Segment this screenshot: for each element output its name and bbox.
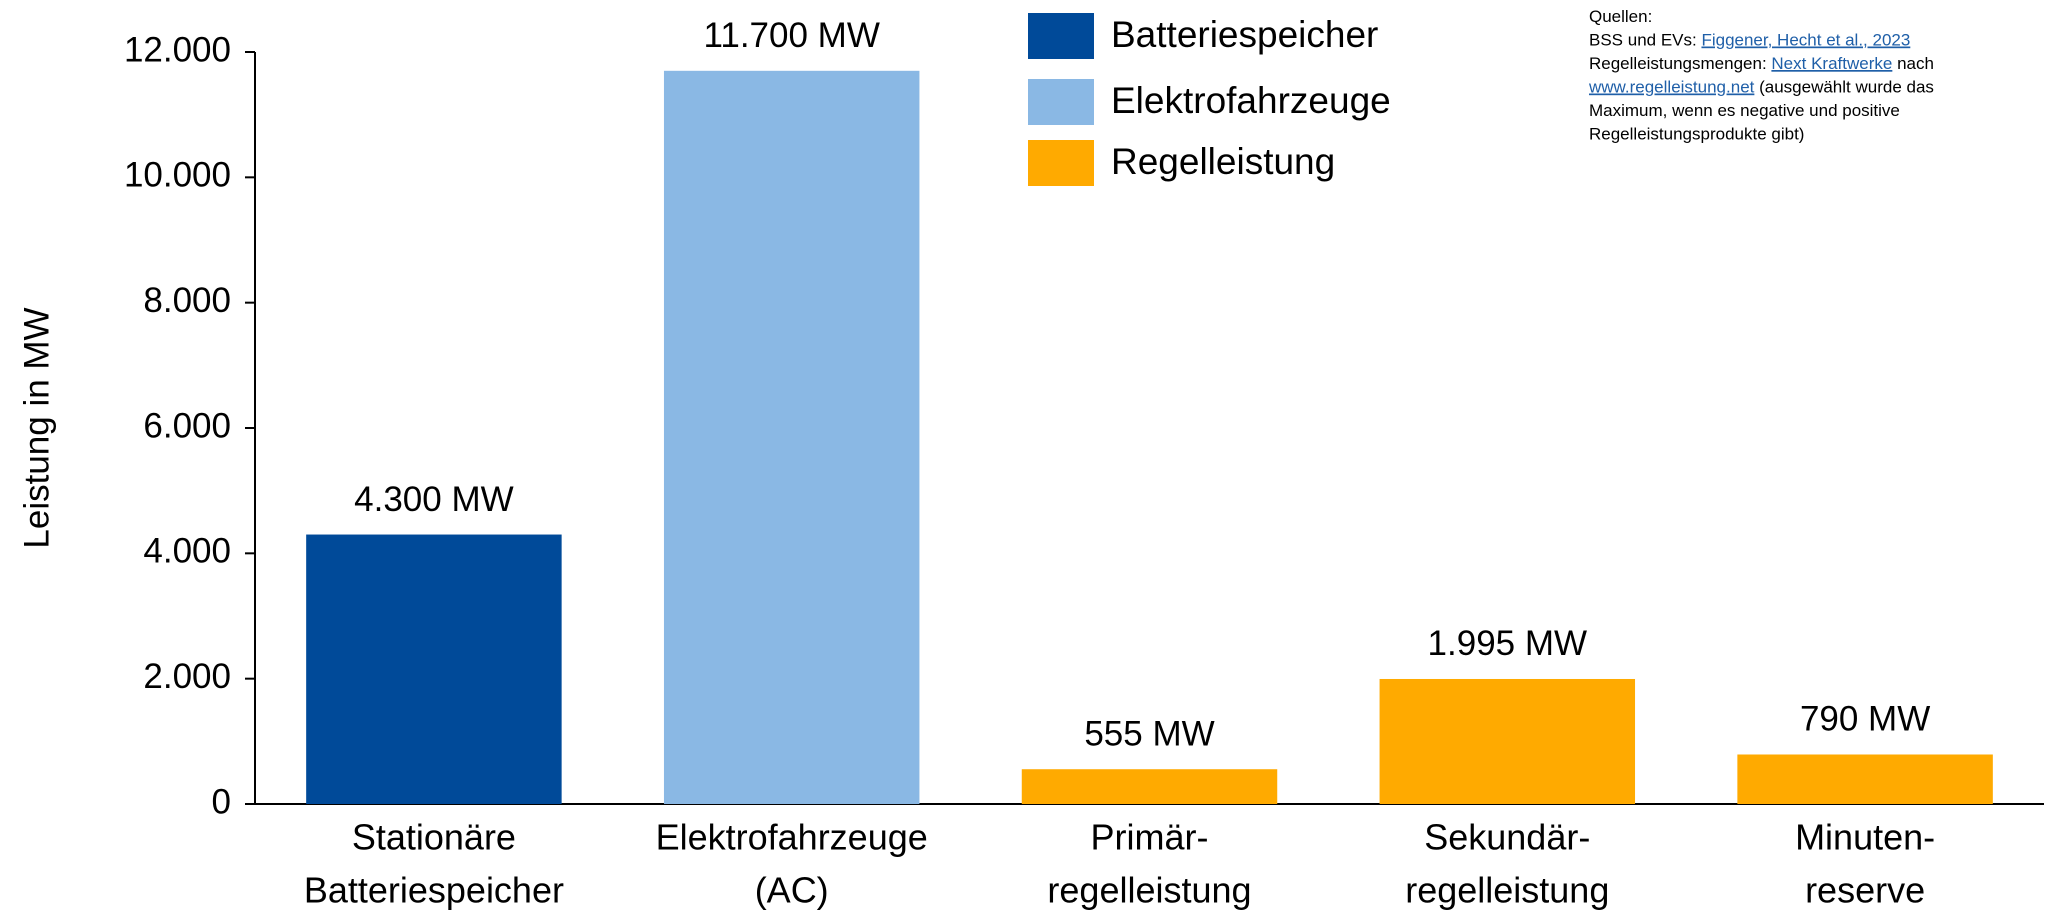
y-tick-label: 2.000 (143, 657, 231, 696)
source-line: Quellen: (1589, 7, 1652, 26)
bar (663, 70, 920, 805)
bar (1021, 769, 1278, 804)
legend-label: Elektrofahrzeuge (1111, 80, 1391, 121)
bar (1379, 678, 1636, 804)
x-tick-label: Batteriespeicher (304, 870, 564, 911)
x-tick-label: reserve (1805, 870, 1925, 911)
y-tick-label: 0 (212, 782, 231, 821)
source-link[interactable]: www.regelleistung.net (1588, 78, 1755, 97)
source-line: BSS und EVs: Figgener, Hecht et al., 202… (1589, 31, 1910, 50)
value-label: 11.700 MW (704, 16, 880, 55)
source-line: Regelleistungsmengen: Next Kraftwerke na… (1589, 54, 1934, 73)
value-label: 790 MW (1800, 700, 1930, 739)
source-text: BSS und EVs: (1589, 31, 1701, 50)
value-label: 1.995 MW (1428, 624, 1588, 663)
y-tick-label: 4.000 (143, 532, 231, 571)
source-text: Quellen: (1589, 7, 1652, 26)
x-tick-label: Stationäre (352, 817, 516, 858)
bar (1737, 754, 1993, 804)
x-tick-label: regelleistung (1405, 870, 1609, 911)
value-label: 4.300 MW (354, 480, 514, 519)
y-tick-label: 12.000 (124, 30, 231, 69)
source-link[interactable]: Figgener, Hecht et al., 2023 (1701, 31, 1910, 50)
legend-label: Regelleistung (1111, 141, 1335, 182)
value-label: 555 MW (1084, 714, 1214, 753)
y-tick-label: 10.000 (124, 156, 231, 195)
legend-swatch (1028, 79, 1094, 125)
source-line: Maximum, wenn es negative und positive (1589, 101, 1900, 120)
y-tick-label: 6.000 (143, 406, 231, 445)
bar (306, 534, 562, 804)
legend-label: Batteriespeicher (1111, 14, 1378, 55)
source-text: nach (1892, 54, 1934, 73)
x-tick-label: Elektrofahrzeuge (656, 817, 928, 858)
source-text: Regelleistungsprodukte gibt) (1589, 125, 1804, 144)
source-text: Maximum, wenn es negative und positive (1589, 101, 1900, 120)
legend-swatch (1028, 140, 1094, 186)
y-tick-label: 8.000 (143, 281, 231, 320)
source-text: Regelleistungsmengen: (1589, 54, 1771, 73)
y-axis-title: Leistung in MW (17, 307, 56, 548)
legend-swatch (1028, 13, 1094, 59)
source-line: Regelleistungsprodukte gibt) (1589, 125, 1804, 144)
x-tick-label: Sekundär- (1424, 817, 1590, 858)
source-text: (ausgewählt wurde das (1754, 78, 1934, 97)
source-line: www.regelleistung.net (ausgewählt wurde … (1588, 78, 1934, 97)
x-tick-label: (AC) (755, 870, 829, 911)
source-link[interactable]: Next Kraftwerke (1771, 54, 1892, 73)
x-tick-label: Primär- (1091, 817, 1209, 858)
x-tick-label: Minuten- (1795, 817, 1935, 858)
x-tick-label: regelleistung (1047, 870, 1251, 911)
